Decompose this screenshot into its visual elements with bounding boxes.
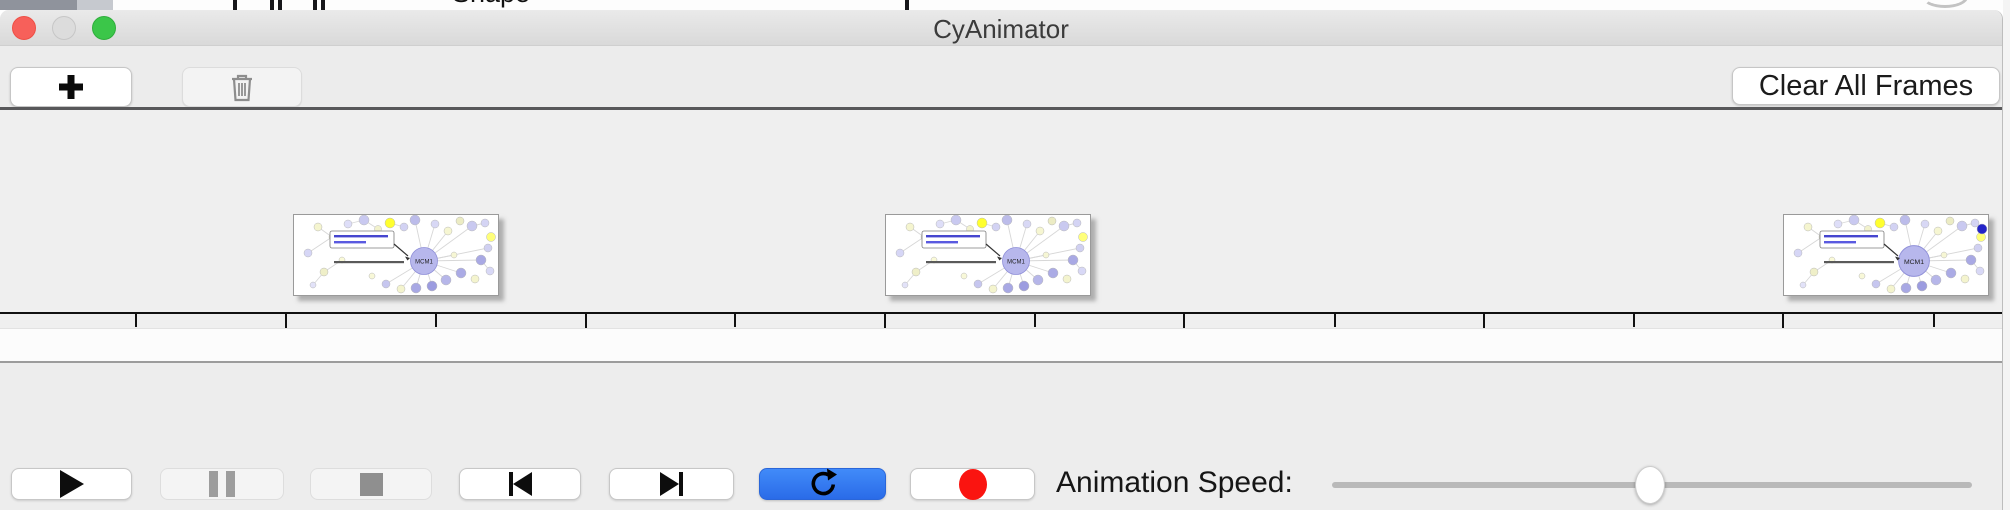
loop-repeat-icon [811, 468, 837, 496]
close-button[interactable] [12, 16, 36, 40]
background-fragment [321, 0, 325, 10]
controls-separator [0, 361, 2002, 363]
minor-tick [1633, 314, 1635, 327]
pause-button[interactable] [160, 468, 284, 500]
stop-button[interactable] [310, 468, 432, 500]
window-title: CyAnimator [933, 14, 1069, 44]
keyframe-thumbnail-18s[interactable]: MCM1 [1783, 214, 1989, 296]
background-edge-curve [1922, 0, 1968, 8]
skip-to-end-icon [660, 472, 683, 496]
center-node-label: MCM1 [1007, 260, 1025, 266]
background-fragment [233, 0, 237, 10]
background-partial-text: Shape [452, 0, 562, 10]
add-frame-button[interactable] [10, 67, 132, 107]
background-right-strip [2003, 0, 2010, 510]
pause-icon [209, 471, 235, 497]
background-fragment [278, 0, 282, 10]
skip-to-start-icon [508, 472, 532, 496]
timeline-scrollbar-track[interactable] [0, 328, 2002, 361]
center-node-label: MCM1 [1904, 259, 1924, 266]
loop-button[interactable] [759, 468, 886, 500]
minor-tick [1334, 314, 1336, 327]
minor-tick [135, 314, 137, 327]
minimize-button[interactable] [52, 16, 76, 40]
minor-tick [435, 314, 437, 327]
timeline-axis [0, 312, 2002, 314]
plus-icon [59, 75, 83, 99]
record-button[interactable] [910, 468, 1035, 500]
network-thumbnail-graphic: MCM1 [1784, 215, 1988, 295]
animation-speed-label: Animation Speed: [1056, 466, 1293, 499]
keyframe-thumbnail-15s[interactable]: MCM1 [885, 214, 1091, 296]
network-thumbnail-graphic: MCM1 [294, 215, 498, 295]
network-thumbnail-graphic: MCM1 [886, 215, 1090, 295]
play-button[interactable] [11, 468, 132, 500]
toolbar-separator [0, 107, 2002, 110]
cyanimator-window: CyAnimator Clear All Frames [0, 10, 2003, 510]
minor-tick [1933, 314, 1935, 327]
keyframe-thumbnail-13s[interactable]: MCM1 [293, 214, 499, 296]
background-fragment [270, 0, 274, 10]
background-fragment [0, 0, 77, 10]
record-icon [958, 468, 987, 500]
clear-all-frames-button[interactable]: Clear All Frames [1732, 67, 2000, 105]
previous-frame-button[interactable] [459, 468, 581, 500]
next-frame-button[interactable] [609, 468, 734, 500]
background-fragment [77, 0, 113, 10]
stop-icon [359, 472, 383, 496]
background-fragment [313, 0, 317, 10]
minor-tick [1034, 314, 1036, 327]
zoom-button[interactable] [92, 16, 116, 40]
animation-speed-slider-thumb[interactable] [1635, 466, 1665, 504]
trash-icon [232, 74, 252, 102]
playback-control-bar: Animation Speed: [0, 363, 2002, 510]
center-node-label: MCM1 [415, 260, 433, 266]
delete-frame-button[interactable] [182, 67, 302, 107]
frame-toolbar: Clear All Frames [0, 47, 2002, 117]
minor-tick [734, 314, 736, 327]
background-app-strip: Shape [0, 0, 2010, 10]
background-fragment [905, 0, 909, 10]
play-icon [59, 470, 84, 498]
title-bar[interactable]: CyAnimator [0, 10, 2002, 46]
